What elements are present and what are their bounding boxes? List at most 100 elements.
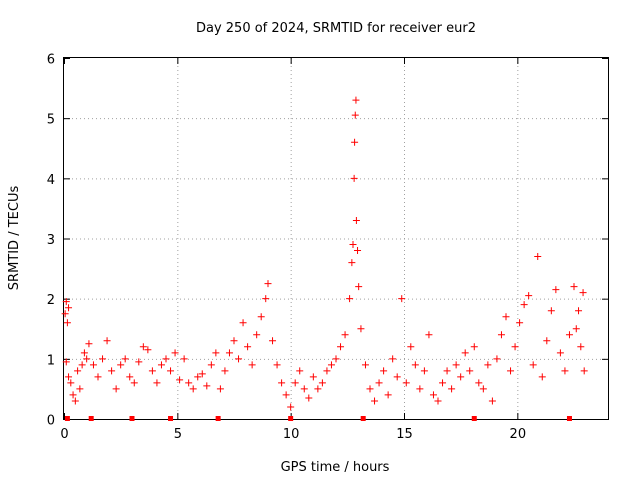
data-point	[534, 253, 542, 261]
data-point	[475, 379, 483, 387]
data-point	[337, 343, 345, 351]
data-point	[402, 379, 410, 387]
data-point	[76, 385, 84, 393]
data-point	[529, 361, 537, 369]
data-point	[71, 397, 79, 405]
data-point	[357, 325, 365, 333]
data-point	[543, 337, 551, 345]
data-point	[361, 361, 369, 369]
data-point	[99, 355, 107, 363]
data-point	[305, 394, 313, 402]
rug-mark	[471, 416, 477, 421]
data-point	[393, 373, 401, 381]
data-point	[167, 367, 175, 375]
data-point	[212, 349, 220, 357]
data-point	[348, 259, 356, 267]
data-point	[264, 280, 272, 288]
data-point	[570, 283, 578, 291]
data-point	[103, 337, 111, 345]
data-point	[579, 289, 587, 297]
data-point	[278, 379, 286, 387]
data-point	[80, 349, 88, 357]
data-point	[153, 379, 161, 387]
data-point	[74, 367, 82, 375]
data-point	[516, 319, 524, 327]
data-point	[94, 373, 102, 381]
data-point	[198, 370, 206, 378]
data-point	[452, 361, 460, 369]
rug-mark	[88, 416, 94, 421]
data-point	[538, 373, 546, 381]
data-point	[443, 367, 451, 375]
data-point	[332, 355, 340, 363]
data-point	[577, 343, 585, 351]
data-point	[457, 373, 465, 381]
data-point	[352, 96, 360, 104]
data-point	[351, 111, 359, 119]
x-axis-label: GPS time / hours	[281, 460, 390, 475]
data-point	[354, 247, 362, 255]
data-point	[157, 361, 165, 369]
data-point	[470, 343, 478, 351]
data-point	[429, 391, 437, 399]
data-point	[282, 391, 290, 399]
data-point	[148, 367, 156, 375]
data-point	[488, 397, 496, 405]
data-point	[89, 361, 97, 369]
data-point	[434, 397, 442, 405]
data-points	[61, 96, 588, 411]
data-point	[180, 355, 188, 363]
data-point	[63, 319, 71, 327]
data-point	[507, 367, 515, 375]
data-point	[552, 286, 560, 294]
data-point	[425, 331, 433, 339]
data-point	[314, 385, 322, 393]
data-point	[323, 367, 331, 375]
data-point	[350, 174, 358, 182]
data-point	[235, 355, 243, 363]
data-point	[62, 298, 70, 306]
data-point	[221, 367, 229, 375]
data-point	[287, 403, 295, 411]
data-point	[185, 379, 193, 387]
data-point	[162, 355, 170, 363]
data-point	[547, 307, 555, 315]
y-tick-label: 3	[47, 233, 55, 248]
data-point	[135, 358, 143, 366]
data-point	[78, 361, 86, 369]
data-point	[466, 367, 474, 375]
data-point	[484, 361, 492, 369]
data-point	[216, 385, 224, 393]
data-point	[207, 361, 215, 369]
data-point	[580, 367, 588, 375]
data-point	[262, 295, 270, 303]
data-point	[511, 343, 519, 351]
data-point	[520, 301, 528, 309]
data-point	[139, 343, 147, 351]
data-point	[318, 379, 326, 387]
data-point	[69, 391, 77, 399]
data-point	[253, 331, 261, 339]
y-tick-label: 1	[47, 353, 55, 368]
data-point	[525, 292, 533, 300]
data-point	[269, 337, 277, 345]
data-point	[225, 349, 233, 357]
chart-title: Day 250 of 2024, SRMTID for receiver eur…	[196, 21, 476, 36]
y-tick-label: 6	[47, 53, 55, 68]
y-tick-label: 4	[47, 173, 55, 188]
data-point	[556, 349, 564, 357]
data-point	[366, 385, 374, 393]
data-point	[371, 397, 379, 405]
data-point	[375, 379, 383, 387]
rug-mark	[215, 416, 221, 421]
x-tick-label: 10	[283, 427, 300, 442]
data-point	[171, 349, 179, 357]
data-point	[398, 295, 406, 303]
data-point	[493, 355, 501, 363]
data-point	[351, 138, 359, 146]
data-point	[248, 361, 256, 369]
data-point	[62, 358, 70, 366]
data-point	[416, 385, 424, 393]
rug-mark	[129, 416, 135, 421]
